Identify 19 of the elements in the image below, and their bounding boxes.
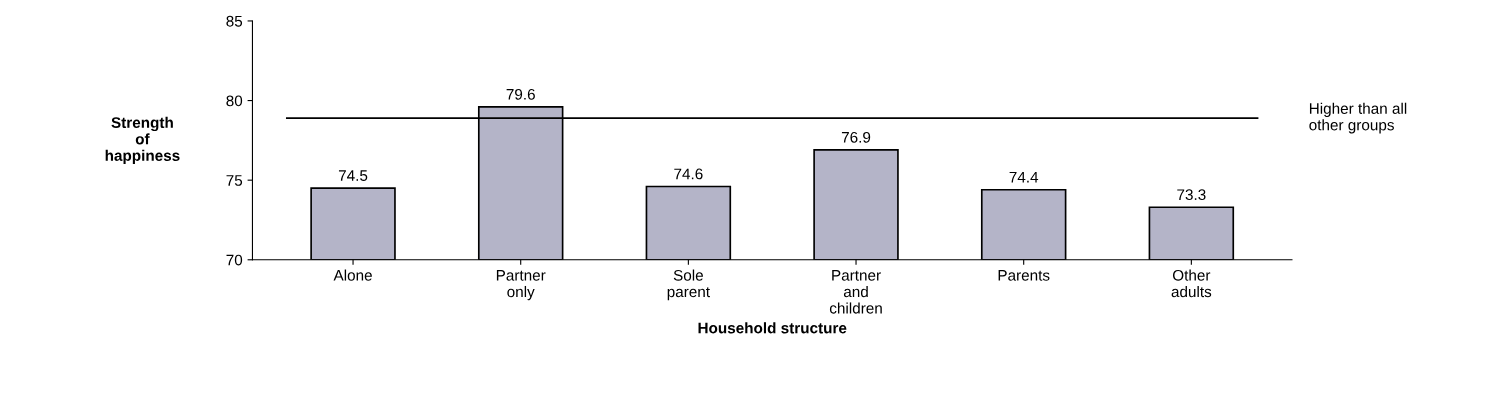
data-label: 79.6 bbox=[506, 88, 535, 100]
y-tick-label: 85 bbox=[226, 15, 243, 27]
x-tick-label: Alone bbox=[333, 269, 372, 281]
data-label: 74.6 bbox=[674, 168, 703, 180]
x-tick-label: Other adults bbox=[1171, 269, 1212, 298]
x-tick-label: Partner only bbox=[496, 270, 546, 301]
y-tick-label: 75 bbox=[226, 175, 243, 186]
x-tick-label: Sole parent bbox=[667, 269, 710, 301]
x-axis-title: Household structure bbox=[698, 322, 847, 334]
x-tick-label: Parents bbox=[998, 270, 1050, 281]
ref-line-label: Higher than all other groups bbox=[1309, 102, 1407, 134]
data-label: 76.9 bbox=[841, 131, 871, 143]
data-label: 74.4 bbox=[1009, 171, 1039, 183]
y-tick-label: 70 bbox=[226, 254, 243, 266]
data-label: 74.5 bbox=[338, 170, 368, 181]
data-label: 73.3 bbox=[1177, 189, 1206, 201]
y-tick-label: 80 bbox=[226, 95, 243, 107]
y-axis-title: Strength of happiness bbox=[105, 116, 180, 164]
x-tick-label: Partner and children bbox=[829, 270, 882, 314]
